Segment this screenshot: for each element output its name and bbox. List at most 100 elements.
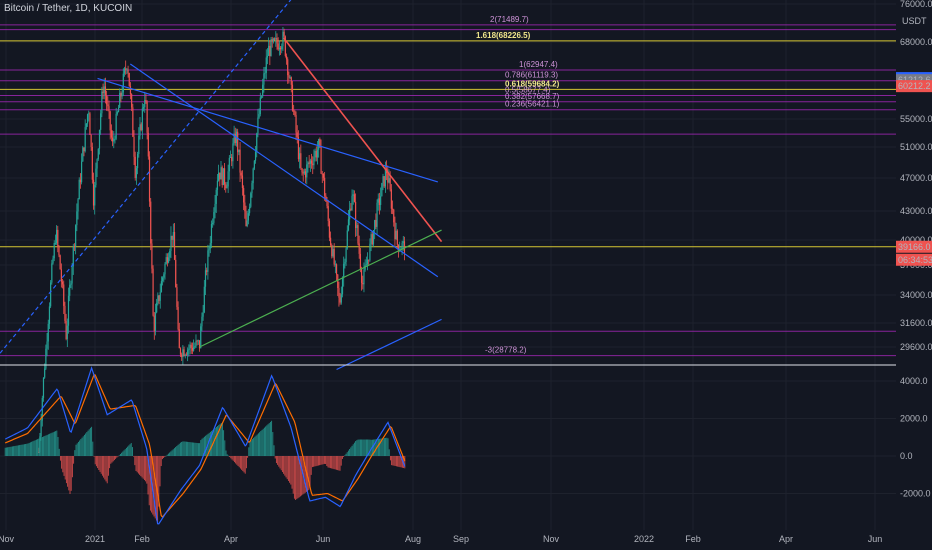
candle-body [187,349,189,355]
macd-histogram-bar [208,432,210,456]
candle-body [313,157,315,166]
candle-body [133,136,135,157]
candle-body [253,160,255,169]
macd-histogram-bar [7,447,9,456]
candle-body [272,38,275,42]
candle-body [137,154,139,169]
candle-body [176,287,178,307]
macd-histogram-bar [124,449,126,456]
macd-histogram-bar [369,439,371,456]
macd-histogram-bar [392,456,394,466]
candle-body [162,277,164,282]
macd-histogram-bar [361,439,363,456]
macd-histogram-bar [152,456,154,515]
macd-histogram-bar [241,456,243,470]
candle-body [218,172,220,181]
macd-histogram-bar [304,456,306,493]
macd-histogram-bar [374,439,376,456]
candle-body [402,241,404,243]
candle-body [268,45,270,56]
macd-histogram-bar [93,456,95,457]
macd-histogram-bar [380,438,382,456]
macd-histogram-bar [23,444,25,456]
macd-histogram-bar [233,456,235,463]
macd-histogram-bar [128,445,130,456]
macd-histogram-bar [142,456,144,479]
macd-histogram-bar [139,456,141,475]
macd-histogram-bar [337,456,339,471]
candle-body [215,189,217,204]
candle-body [141,108,143,131]
macd-histogram-bar [88,429,90,456]
macd-histogram-bar [391,456,393,466]
candle-body [257,117,259,134]
time-axis[interactable]: Nov 2021 Feb Apr Jun Aug Sep Nov 2022 Feb Apr Jun [0,530,932,550]
candle-body [318,139,320,150]
macd-histogram-bar [197,443,199,456]
macd-histogram-bar [400,456,402,468]
macd-histogram-bar [179,442,181,456]
candle-body [389,178,391,190]
candle-body [225,184,227,189]
price-tick-label: 43000.0 [900,206,932,216]
candle-body [381,183,383,197]
candle-body [46,341,48,349]
price-badge-text: 06:34:53 [898,255,932,265]
macd-histogram-bar [322,456,324,465]
macd-histogram-bar [46,434,48,456]
time-tick-label: Jun [316,534,331,544]
macd-histogram-bar [229,456,231,457]
candle-body [343,263,345,278]
candle-body [220,167,222,180]
candle-body [102,91,104,94]
time-tick-label: 2022 [634,534,654,544]
candle-body [239,149,241,173]
macd-histogram-bar [200,440,202,456]
macd-histogram-bar [53,431,55,456]
macd-histogram-bar [375,439,377,456]
candle-body [90,134,92,148]
price-tick-label: 29600.0 [900,342,932,352]
fib-labels: 2(71489.7) 1.618(68226.5) 1(62947.4) 0.786(… [476,15,560,355]
macd-histogram-bar [104,456,106,480]
candle-body [144,100,146,108]
candle-body [226,186,228,189]
candle-body [106,95,108,105]
macd-histogram-bar [283,456,285,474]
macd-histogram-bar [106,456,108,484]
candle-body [229,157,232,158]
macd-histogram-bar [10,446,12,456]
macd-histogram-bar [383,438,385,456]
candle-body [368,259,370,261]
macd-histogram-bar [281,456,283,473]
candle-body [72,245,74,267]
macd-histogram-bar [161,456,163,460]
macd-histogram-bar [165,455,167,457]
macd-histogram-bar [58,448,60,456]
candle-body [303,171,305,174]
candle-body [340,294,342,303]
macd-histogram-bar [286,456,288,480]
macd-histogram-bar [277,456,279,465]
macd-histogram-bar [349,448,351,456]
macd-histogram-bar [32,441,34,456]
candle-body [289,77,291,79]
fib-label: 0.382(57668.7) [505,92,560,101]
candle-body [66,325,68,340]
macd-histogram-bar [31,441,33,456]
macd-histogram-bar [154,456,156,519]
macd-histogram-bar [388,449,390,456]
macd-histogram-bar [157,456,159,523]
macd-histogram-bar [172,449,174,456]
macd-histogram-bar [232,456,234,461]
macd-histogram-bar [130,443,132,456]
price-tick-label: 51000.0 [900,142,932,152]
candle-body [383,176,385,187]
macd-histogram-bar [188,441,190,456]
macd-histogram-bar [77,441,79,456]
macd-histogram-bar [387,438,389,456]
macd-histogram-bar [245,456,247,469]
macd-histogram-bar [70,456,72,491]
candle-body [94,185,96,206]
